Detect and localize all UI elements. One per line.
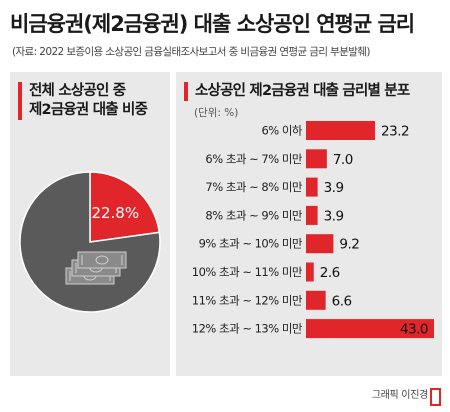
bar-value-label: 9.2 bbox=[339, 237, 359, 253]
pie-chart: 22.8% bbox=[19, 171, 161, 313]
source-note: (자료: 2022 보증이용 소상공인 금융실태조사보고서 중 비금융권 연평균… bbox=[12, 46, 370, 58]
pie-slice-label: 22.8% bbox=[91, 204, 139, 222]
unit-label: (단위: %) bbox=[194, 107, 239, 119]
pie-title-line1: 전체 소상공인 중 bbox=[29, 83, 126, 99]
bar bbox=[306, 121, 376, 140]
bar-value-label: 2.6 bbox=[320, 265, 340, 281]
bar bbox=[306, 149, 327, 169]
pie-panel: 전체 소상공인 중 제2금융권 대출 비중 22.8% bbox=[10, 72, 170, 376]
bar-category-label: 9% 초과 ~ 10% 미만 bbox=[199, 237, 303, 251]
pie-slice bbox=[89, 171, 161, 243]
bar-category-label: 6% 이하 bbox=[261, 124, 302, 138]
bar bbox=[306, 177, 318, 197]
bar-category-label: 7% 초과 ~ 8% 미만 bbox=[205, 180, 302, 194]
bar-value-label: 23.2 bbox=[381, 124, 409, 140]
bar-panel: 소상공인 제2금융권 대출 금리별 분포 (단위: %) 6% 이하 23.2 6%… bbox=[176, 72, 442, 376]
pie-slice bbox=[19, 171, 161, 313]
publisher-logo-icon bbox=[430, 388, 441, 406]
bar bbox=[306, 319, 434, 339]
bar bbox=[306, 234, 334, 254]
bar-value-label: 6.6 bbox=[332, 293, 352, 309]
bar-category-label: 6% 초과 ~ 7% 미만 bbox=[205, 152, 302, 166]
bar-value-label: 43.0 bbox=[400, 322, 428, 338]
bar-category-label: 8% 초과 ~ 9% 미만 bbox=[205, 208, 302, 222]
pie-panel-title: 전체 소상공인 중 제2금융권 대출 비중 bbox=[18, 82, 148, 120]
bar bbox=[306, 262, 314, 282]
bar-value-label: 3.9 bbox=[324, 208, 344, 224]
bar-value-label: 7.0 bbox=[333, 152, 353, 168]
chart-title: 비금융권(제2금융권) 대출 소상공인 연평균 금리 bbox=[10, 12, 415, 36]
bar-category-label: 10% 초과 ~ 11% 미만 bbox=[192, 265, 303, 279]
bar-value-label: 3.9 bbox=[324, 180, 344, 196]
pie-title-line2: 제2금융권 대출 비중 bbox=[29, 102, 148, 118]
bar-category-label: 12% 초과 ~ 13% 미만 bbox=[192, 322, 303, 336]
bar bbox=[306, 290, 326, 310]
bar-panel-title: 소상공인 제2금융권 대출 금리별 분포 bbox=[184, 82, 410, 101]
bar bbox=[306, 205, 318, 225]
graphic-credit: 그래픽 이진경 bbox=[371, 390, 429, 401]
bar-category-label: 11% 초과 ~ 12% 미만 bbox=[192, 293, 303, 307]
money-stack-icon bbox=[65, 251, 127, 285]
bar-chart: 6% 이하 23.2 6% 초과 ~ 7% 미만 7.0 7% 초과 ~ 8% 미만 3.… bbox=[192, 121, 434, 339]
